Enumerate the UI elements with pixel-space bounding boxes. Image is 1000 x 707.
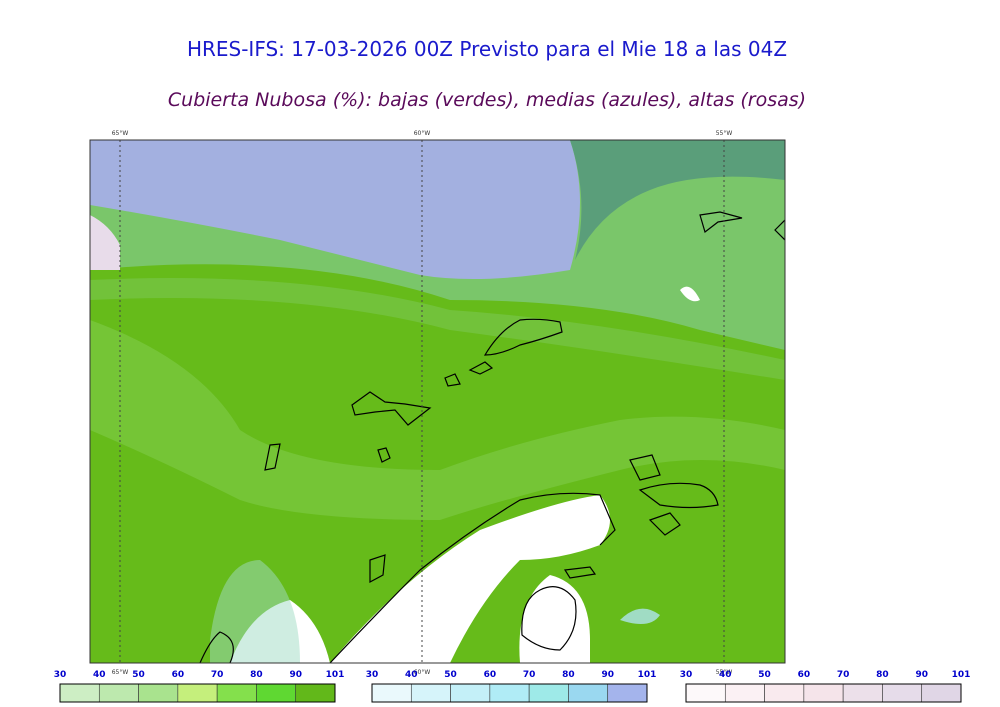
legend-swatch [489,683,530,703]
legend-swatch [450,683,491,703]
legend-swatch [803,683,844,703]
legend-swatch [177,683,218,703]
legend-swatch [216,683,257,703]
legend-label: 40 [93,670,106,680]
legend-label: 50 [758,670,771,680]
map-frame [89,139,786,664]
legend-swatch [295,683,336,703]
legend-label: 90 [289,670,302,680]
legend-label: 101 [326,670,345,680]
legend-swatch [842,683,883,703]
legend-swatch [568,683,609,703]
subtitle: Cubierta Nubosa (%): bajas (verdes), med… [168,89,806,111]
legend-label: 70 [523,670,536,680]
legend-swatch [59,683,100,703]
legend-label: 60 [798,670,811,680]
longitude-label: 55°W [716,669,733,676]
legend-swatch [98,683,139,703]
longitude-label: 65°W [112,130,129,137]
longitude-labels: 65°W 60°W 55°W 65°W 60°W 55°W [112,130,733,676]
legend-frame [685,683,962,703]
legend-frame [371,683,648,703]
legend-label: 30 [680,670,693,680]
legend-swatch [764,683,805,703]
legend-swatch [921,683,962,703]
legend-swatch [371,683,412,703]
legends: 30 40 50 60 70 80 90 101 30 40 50 60 70 80 90 101 30 40 50… [54,670,971,703]
legend-label: 101 [638,670,657,680]
legend-label: 50 [132,670,145,680]
legend-label: 80 [250,670,263,680]
legend-swatch [528,683,569,703]
legend-label: 70 [211,670,224,680]
longitude-label: 55°W [716,130,733,137]
legend-swatch [410,683,451,703]
legend-swatch [256,683,297,703]
legend-label: 90 [915,670,928,680]
legend-label: 40 [405,670,418,680]
longitude-label: 60°W [414,669,431,676]
legend-label: 101 [952,670,971,680]
legend-swatch [685,683,726,703]
legend-label: 60 [484,670,497,680]
legend-swatch [138,683,179,703]
legend-label: 90 [601,670,614,680]
title: HRES-IFS: 17-03-2026 00Z Previsto para e… [187,37,787,61]
map [89,139,786,664]
legend-swatch [607,683,648,703]
legend-swatch [882,683,923,703]
longitude-label: 65°W [112,669,129,676]
legend-frame [59,683,336,703]
legend-label: 30 [54,670,67,680]
legend-label: 70 [837,670,850,680]
longitude-label: 60°W [414,130,431,137]
legend-label: 30 [366,670,379,680]
legend-label: 80 [876,670,889,680]
legend-label: 60 [172,670,185,680]
legend-label: 40 [719,670,732,680]
legend-swatch [724,683,765,703]
legend-label: 50 [444,670,457,680]
legend-label: 80 [562,670,575,680]
